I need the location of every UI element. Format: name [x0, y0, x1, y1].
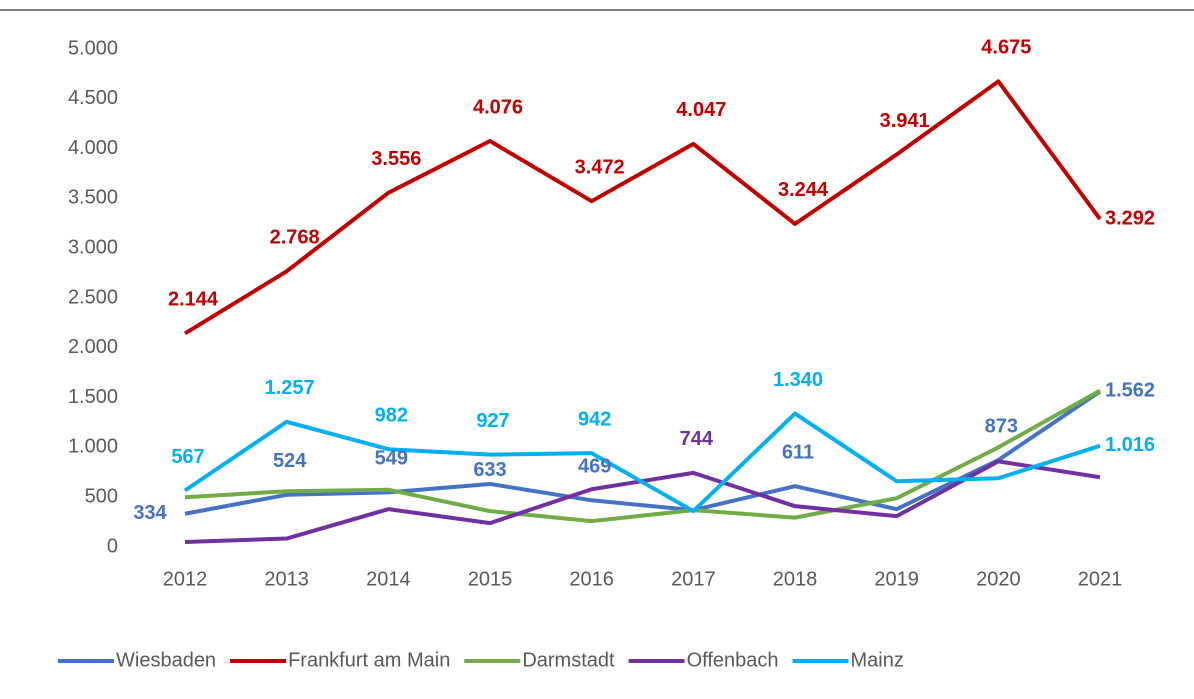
x-tick-label: 2012: [163, 568, 208, 590]
y-tick-label: 5.000: [68, 37, 118, 59]
y-tick-label: 2.000: [68, 336, 118, 358]
x-tick-label: 2019: [874, 568, 919, 590]
data-label: 334: [133, 502, 167, 524]
y-tick-label: 4.500: [68, 87, 118, 109]
data-label: 3.292: [1105, 207, 1155, 229]
data-label: 611: [782, 441, 814, 463]
y-tick-label: 3.500: [68, 187, 118, 209]
series-line: [184, 389, 1102, 516]
x-tick-label: 2021: [1078, 568, 1123, 590]
y-tick-label: 1.000: [68, 436, 118, 458]
x-tick-label: 2018: [773, 568, 818, 590]
y-tick-label: 3.000: [68, 236, 118, 258]
data-label: 1.562: [1105, 380, 1155, 402]
x-tick-label: 2014: [366, 568, 411, 590]
data-label: 744: [680, 428, 714, 450]
series-line: [184, 459, 1101, 545]
data-label: 524: [273, 450, 307, 472]
data-label: 1.257: [265, 377, 315, 399]
data-label: 3.244: [778, 179, 829, 201]
data-label: 4.675: [981, 37, 1031, 59]
data-label: 4.047: [676, 99, 726, 121]
x-tick-label: 2016: [569, 568, 614, 590]
data-label: 3.556: [371, 148, 421, 170]
y-tick-label: 500: [85, 485, 118, 507]
series-line: [184, 388, 1101, 524]
y-tick-label: 2.500: [68, 286, 118, 308]
data-label: 942: [578, 408, 611, 430]
data-label: 3.941: [880, 110, 930, 132]
x-tick-label: 2015: [468, 568, 513, 590]
data-label: 2.144: [168, 289, 219, 311]
data-label: 469: [578, 456, 611, 478]
legend-label: Wiesbaden: [116, 649, 216, 671]
data-label: 549: [375, 448, 408, 470]
legend-label: Frankfurt am Main: [288, 649, 450, 671]
data-label: 2.768: [270, 227, 320, 249]
data-label: 567: [171, 446, 204, 468]
x-tick-label: 2020: [976, 568, 1021, 590]
data-label: 873: [985, 415, 1018, 437]
legend-label: Mainz: [851, 649, 904, 671]
data-label: 1.340: [773, 369, 823, 391]
x-tick-label: 2013: [264, 568, 309, 590]
data-label: 633: [473, 459, 506, 481]
data-label: 982: [375, 404, 408, 426]
y-tick-label: 4.000: [68, 137, 118, 159]
legend-label: Offenbach: [687, 649, 779, 671]
series-line: [183, 79, 1102, 336]
series-line: [183, 411, 1101, 514]
y-tick-label: 1.500: [68, 386, 118, 408]
data-label: 927: [476, 410, 509, 432]
data-label: 3.472: [575, 156, 625, 178]
x-tick-label: 2017: [671, 568, 716, 590]
data-label: 1.016: [1105, 434, 1155, 456]
y-tick-label: 0: [107, 535, 118, 557]
data-label: 4.076: [473, 96, 523, 118]
legend-label: Darmstadt: [522, 649, 615, 671]
